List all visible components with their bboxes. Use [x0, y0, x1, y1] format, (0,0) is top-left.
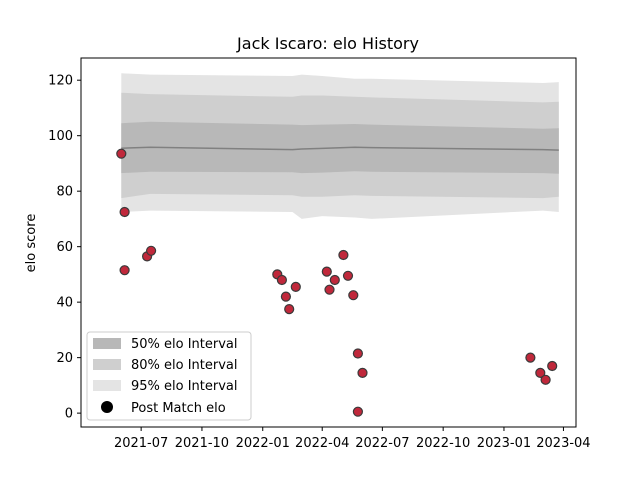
x-tick-label: 2023-04	[536, 436, 590, 451]
x-tick-label: 2022-10	[416, 436, 470, 451]
y-tick-label: 0	[65, 407, 73, 422]
legend-swatch-80	[93, 359, 121, 370]
data-point	[146, 245, 157, 256]
data-point	[348, 290, 359, 301]
legend-marker-point	[101, 401, 113, 413]
median-line	[121, 146, 559, 151]
axes-frame	[80, 57, 577, 428]
data-point	[324, 284, 335, 295]
data-point	[276, 274, 287, 286]
legend-swatch-50	[93, 338, 121, 349]
legend-label-80: 80% elo Interval	[131, 358, 238, 373]
data-point	[321, 266, 332, 277]
y-tick-label: 100	[48, 129, 73, 144]
median-line-group	[121, 146, 559, 151]
interval-bands	[121, 73, 559, 219]
y-tick-label: 20	[56, 351, 73, 366]
legend-frame	[86, 331, 252, 421]
legend-label-point: Post Match elo	[131, 401, 226, 416]
data-point	[535, 367, 546, 378]
data-point	[352, 348, 363, 359]
data-point	[357, 367, 368, 378]
x-tick-label: 2022-01	[236, 436, 290, 451]
legend: 50% elo Interval 80% elo Interval 95% el…	[86, 331, 252, 421]
x-tick-label: 2021-07	[114, 436, 168, 451]
y-tick-label: 60	[56, 240, 73, 255]
x-tick-label: 2022-04	[295, 436, 349, 451]
data-point	[119, 206, 130, 218]
y-axis-label: elo score	[24, 214, 39, 273]
data-point	[547, 360, 558, 372]
x-axis-ticks: 2021-07 2021-10 2022-01 2022-04 2022-07 2022-…	[114, 427, 591, 451]
legend-label-50: 50% elo Interval	[131, 337, 238, 352]
data-point	[525, 352, 536, 363]
data-point	[290, 281, 301, 292]
data-point	[116, 148, 127, 159]
legend-swatch-95	[93, 380, 121, 391]
legend-label-95: 95% elo Interval	[131, 379, 238, 394]
chart-title: Jack Iscaro: elo History	[236, 34, 419, 53]
data-point	[540, 374, 551, 385]
x-tick-label: 2023-01	[477, 436, 531, 451]
data-point	[338, 249, 349, 261]
y-tick-label: 120	[48, 74, 73, 89]
data-point	[284, 304, 295, 315]
data-point	[280, 291, 291, 302]
x-tick-label: 2021-10	[175, 436, 229, 451]
y-tick-label: 80	[56, 185, 73, 200]
y-axis-ticks: 0 20 40 60 80 100 120	[48, 74, 81, 422]
data-point	[352, 406, 363, 417]
y-tick-label: 40	[56, 296, 73, 311]
data-point	[342, 270, 354, 281]
x-tick-label: 2022-07	[355, 436, 409, 451]
data-point	[329, 274, 340, 286]
post-match-points	[116, 148, 558, 417]
data-point	[119, 265, 130, 276]
